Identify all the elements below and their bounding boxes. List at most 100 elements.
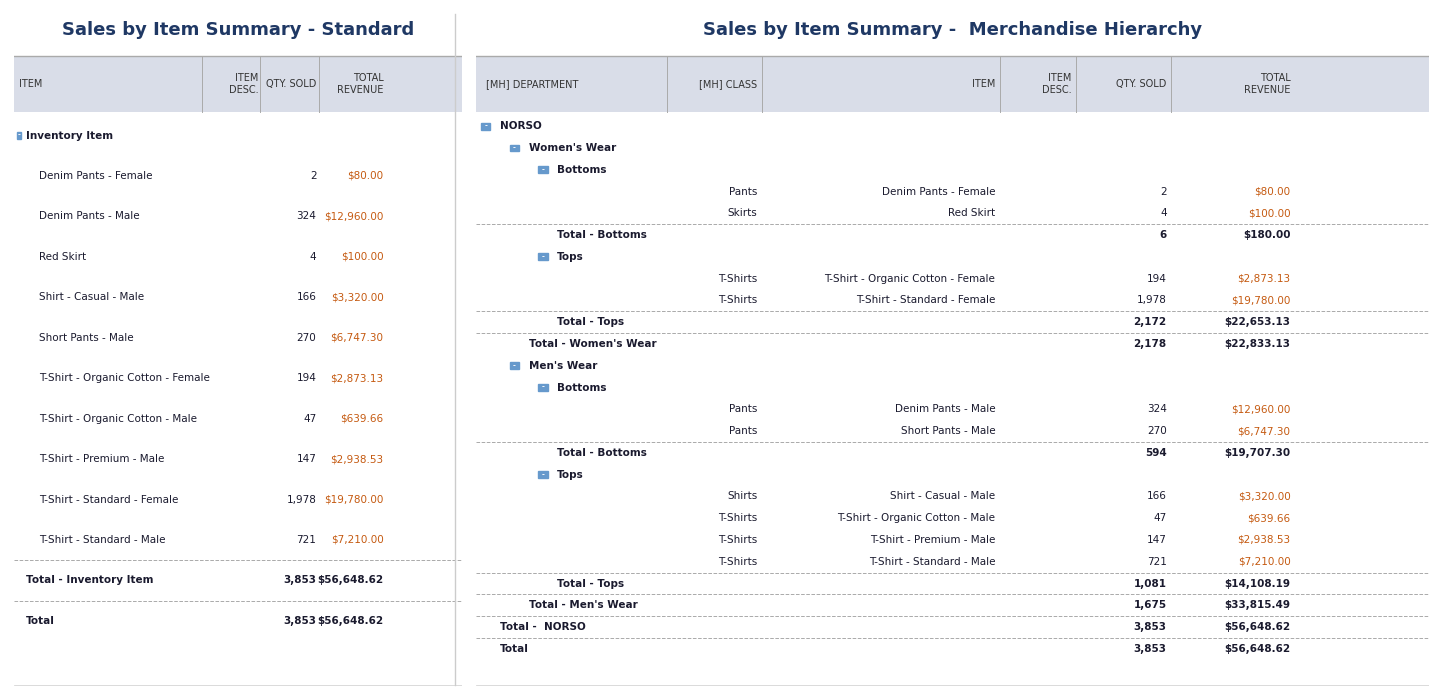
Text: 1,978: 1,978	[1137, 296, 1166, 305]
Text: Bottoms: Bottoms	[557, 165, 606, 175]
Text: T-Shirts: T-Shirts	[717, 513, 758, 523]
Text: T-Shirt - Premium - Male: T-Shirt - Premium - Male	[870, 535, 996, 545]
Text: Denim Pants - Male: Denim Pants - Male	[39, 211, 140, 222]
Text: 194: 194	[296, 373, 316, 383]
Text: Women's Wear: Women's Wear	[528, 143, 616, 153]
Text: Shirts: Shirts	[727, 491, 758, 501]
Text: -: -	[541, 167, 544, 173]
Text: 270: 270	[297, 333, 316, 343]
Text: 47: 47	[303, 414, 316, 424]
Text: Denim Pants - Male: Denim Pants - Male	[895, 404, 996, 415]
Text: $56,648.62: $56,648.62	[317, 575, 384, 586]
Bar	[538, 254, 548, 261]
Text: Total - Tops: Total - Tops	[557, 317, 625, 327]
Bar	[17, 132, 22, 139]
Text: TOTAL
REVENUE: TOTAL REVENUE	[1244, 73, 1290, 94]
Text: 2: 2	[310, 171, 316, 181]
Text: 166: 166	[296, 292, 316, 303]
Text: 324: 324	[1147, 404, 1166, 415]
Text: $3,320.00: $3,320.00	[330, 292, 384, 303]
Text: 1,675: 1,675	[1134, 600, 1166, 610]
Text: ITEM
DESC.: ITEM DESC.	[1042, 73, 1071, 94]
Text: Denim Pants - Female: Denim Pants - Female	[882, 187, 996, 196]
Text: 3,853: 3,853	[1134, 644, 1166, 654]
Text: 147: 147	[296, 454, 316, 464]
Text: -: -	[485, 123, 488, 129]
Text: T-Shirts: T-Shirts	[717, 274, 758, 284]
Text: 594: 594	[1144, 448, 1166, 458]
Text: T-Shirts: T-Shirts	[717, 557, 758, 567]
Text: TOTAL
REVENUE: TOTAL REVENUE	[338, 73, 384, 94]
Bar	[14, 56, 462, 112]
Text: $14,108.19: $14,108.19	[1225, 579, 1290, 589]
Text: -: -	[541, 254, 544, 260]
Text: 166: 166	[1147, 491, 1166, 501]
Text: $2,873.13: $2,873.13	[1237, 274, 1290, 284]
Text: 4: 4	[1160, 208, 1166, 218]
Text: 3,853: 3,853	[283, 575, 316, 586]
Text: Total - Bottoms: Total - Bottoms	[557, 448, 646, 458]
Text: 270: 270	[1147, 426, 1166, 436]
Text: $19,780.00: $19,780.00	[1231, 296, 1290, 305]
Text: $33,815.49: $33,815.49	[1225, 600, 1290, 610]
Text: 3,853: 3,853	[1134, 622, 1166, 632]
Text: Red Skirt: Red Skirt	[948, 208, 996, 218]
Text: $2,938.53: $2,938.53	[330, 454, 384, 464]
Text: Inventory Item: Inventory Item	[26, 131, 113, 140]
Text: 2,172: 2,172	[1134, 317, 1166, 327]
Text: $2,938.53: $2,938.53	[1237, 535, 1290, 545]
Text: Total: Total	[26, 616, 55, 626]
Text: Tops: Tops	[557, 252, 584, 262]
Text: $22,833.13: $22,833.13	[1225, 339, 1290, 349]
Text: $6,747.30: $6,747.30	[1238, 426, 1290, 436]
Text: Total - Tops: Total - Tops	[557, 579, 625, 589]
Text: QTY. SOLD: QTY. SOLD	[1117, 79, 1166, 89]
Text: -: -	[17, 133, 20, 138]
Text: $80.00: $80.00	[348, 171, 384, 181]
Bar	[509, 145, 519, 152]
Text: $19,780.00: $19,780.00	[325, 494, 384, 505]
Text: 1,978: 1,978	[287, 494, 316, 505]
Text: $3,320.00: $3,320.00	[1238, 491, 1290, 501]
Text: Total - Men's Wear: Total - Men's Wear	[528, 600, 638, 610]
Text: -: -	[512, 145, 515, 151]
Text: Total - Women's Wear: Total - Women's Wear	[528, 339, 657, 349]
Text: 721: 721	[1147, 557, 1166, 567]
Text: 2,178: 2,178	[1134, 339, 1166, 349]
Text: T-Shirt - Standard - Male: T-Shirt - Standard - Male	[869, 557, 996, 567]
Text: Pants: Pants	[729, 426, 758, 436]
Text: $12,960.00: $12,960.00	[325, 211, 384, 222]
Text: $19,707.30: $19,707.30	[1224, 448, 1290, 458]
Text: Red Skirt: Red Skirt	[39, 252, 87, 262]
Text: T-Shirt - Organic Cotton - Male: T-Shirt - Organic Cotton - Male	[837, 513, 996, 523]
Text: Total - Bottoms: Total - Bottoms	[557, 230, 646, 240]
Text: 721: 721	[296, 535, 316, 545]
Text: 324: 324	[296, 211, 316, 222]
Text: ITEM: ITEM	[19, 79, 42, 89]
Text: Bottoms: Bottoms	[557, 382, 606, 393]
Text: -: -	[541, 472, 544, 477]
Text: $639.66: $639.66	[341, 414, 384, 424]
Text: $56,648.62: $56,648.62	[317, 616, 384, 626]
Text: ITEM: ITEM	[973, 79, 996, 89]
Text: QTY. SOLD: QTY. SOLD	[266, 79, 316, 89]
Text: Skirts: Skirts	[727, 208, 758, 218]
Text: T-Shirt - Premium - Male: T-Shirt - Premium - Male	[39, 454, 165, 464]
Text: Short Pants - Male: Short Pants - Male	[900, 426, 996, 436]
Text: [MH] DEPARTMENT: [MH] DEPARTMENT	[486, 79, 579, 89]
Bar	[538, 166, 548, 173]
Text: 1,081: 1,081	[1134, 579, 1166, 589]
Text: 2: 2	[1160, 187, 1166, 196]
Text: $180.00: $180.00	[1242, 230, 1290, 240]
Text: $2,873.13: $2,873.13	[330, 373, 384, 383]
Text: Sales by Item Summary -  Merchandise Hierarchy: Sales by Item Summary - Merchandise Hier…	[703, 21, 1202, 39]
Text: 3,853: 3,853	[283, 616, 316, 626]
Text: $7,210.00: $7,210.00	[1238, 557, 1290, 567]
Text: Men's Wear: Men's Wear	[528, 361, 597, 370]
Text: NORSO: NORSO	[501, 121, 541, 131]
Bar	[538, 384, 548, 391]
Text: Short Pants - Male: Short Pants - Male	[39, 333, 134, 343]
Text: T-Shirt - Organic Cotton - Male: T-Shirt - Organic Cotton - Male	[39, 414, 198, 424]
Text: 47: 47	[1153, 513, 1166, 523]
Text: 4: 4	[310, 252, 316, 262]
